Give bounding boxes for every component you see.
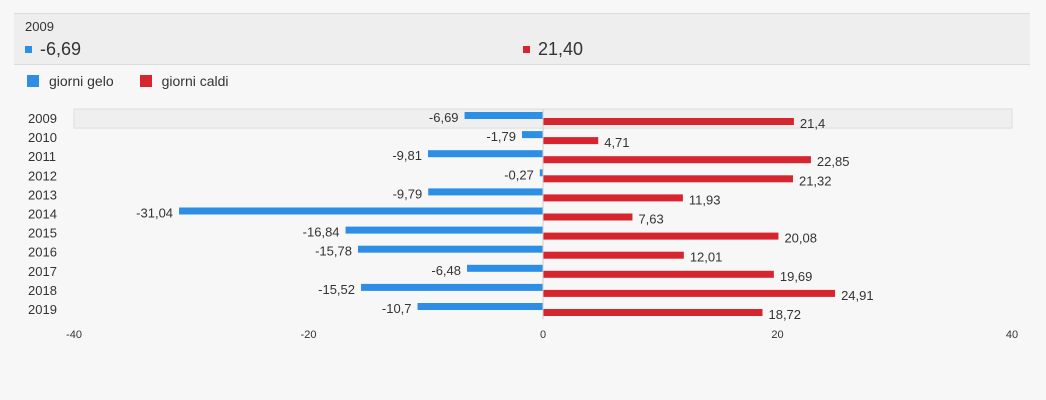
x-tick-label: -20 [301,329,317,341]
bar-giorni-gelo[interactable] [417,303,543,310]
data-label-giorni-caldi: 21,4 [800,116,825,131]
category-label: 2010 [28,130,57,145]
data-label-giorni-caldi: 4,71 [604,135,629,150]
x-tick-label: 40 [1006,329,1018,341]
data-label-giorni-gelo: -6,48 [431,263,461,278]
data-label-giorni-gelo: -31,04 [136,206,173,221]
bar-giorni-gelo[interactable] [464,112,543,119]
tooltip-value-caldi: 21,40 [538,39,584,59]
category-label: 2015 [28,226,57,241]
legend-swatch-gelo [27,75,39,87]
bar-giorni-gelo[interactable] [467,264,543,272]
data-label-giorni-gelo: -6,69 [429,110,459,125]
bar-giorni-gelo[interactable] [539,169,543,177]
category-label: 2017 [28,264,57,279]
bar-giorni-caldi[interactable] [543,289,836,297]
legend-swatch-caldi [139,75,152,87]
x-tick-label: 20 [771,329,783,341]
data-label-giorni-caldi: 18,72 [768,307,801,322]
data-label-giorni-caldi: 22,85 [817,154,850,169]
data-label-giorni-caldi: 11,93 [689,192,721,207]
x-tick-label: -40 [66,329,82,341]
bar-giorni-gelo[interactable] [522,131,543,139]
legend-label-gelo: giorni gelo [49,73,114,89]
bar-giorni-caldi[interactable] [543,156,811,164]
category-label: 2009 [28,111,57,126]
bar-giorni-caldi[interactable] [543,232,779,240]
category-label: 2018 [28,283,57,298]
x-tick-label: 0 [540,329,546,341]
category-label: 2019 [28,302,57,317]
legend-label-caldi: giorni caldi [161,73,229,89]
tooltip-swatch-gelo [25,46,32,53]
data-label-giorni-caldi: 7,63 [638,212,663,227]
tooltip-value-gelo: -6,69 [40,39,82,59]
data-label-giorni-caldi: 24,91 [841,288,874,303]
bar-giorni-caldi[interactable] [543,175,793,183]
bar-giorni-caldi[interactable] [543,194,683,202]
category-label: 2011 [28,149,56,164]
bar-giorni-gelo[interactable] [179,207,543,215]
bar-giorni-caldi[interactable] [543,309,763,316]
legend-item-gelo[interactable]: giorni gelo [27,73,114,89]
tooltip-year: 2009 [25,19,54,34]
bar-giorni-gelo[interactable] [345,226,543,234]
bar-giorni-gelo[interactable] [357,245,543,253]
chart-legend: giorni gelo giorni caldi [27,73,255,89]
legend-item-caldi[interactable]: giorni caldi [139,73,229,89]
data-label-giorni-gelo: -9,81 [392,148,422,163]
data-label-giorni-caldi: 12,01 [690,250,723,265]
category-label: 2014 [28,207,57,222]
category-label: 2012 [28,168,57,183]
bar-giorni-caldi[interactable] [543,213,633,221]
tooltip-item-gelo: -6,69 [25,39,81,60]
tooltip-panel: 2009 -6,69 21,40 [14,13,1030,65]
data-label-giorni-gelo: -15,52 [318,282,355,297]
tooltip-swatch-caldi [523,46,530,53]
data-label-giorni-gelo: -1,79 [486,129,516,144]
data-label-giorni-caldi: 20,08 [784,231,817,246]
data-label-giorni-caldi: 19,69 [780,269,813,284]
bar-giorni-caldi[interactable] [543,137,599,145]
category-label: 2016 [28,245,57,260]
bar-giorni-gelo[interactable] [427,150,543,158]
data-label-giorni-gelo: -16,84 [303,225,340,240]
bar-giorni-gelo[interactable] [361,283,543,291]
bar-giorni-caldi[interactable] [543,118,794,125]
bar-giorni-gelo[interactable] [428,188,543,196]
data-label-giorni-gelo: -15,78 [315,244,352,259]
bar-giorni-caldi[interactable] [543,251,684,259]
data-label-giorni-gelo: -10,7 [382,301,412,316]
data-label-giorni-caldi: 21,32 [799,173,832,188]
tooltip-item-caldi: 21,40 [523,39,583,60]
data-label-giorni-gelo: -9,79 [393,186,423,201]
data-label-giorni-gelo: -0,27 [504,167,534,182]
category-label: 2013 [28,187,57,202]
bar-giorni-caldi[interactable] [543,270,774,278]
